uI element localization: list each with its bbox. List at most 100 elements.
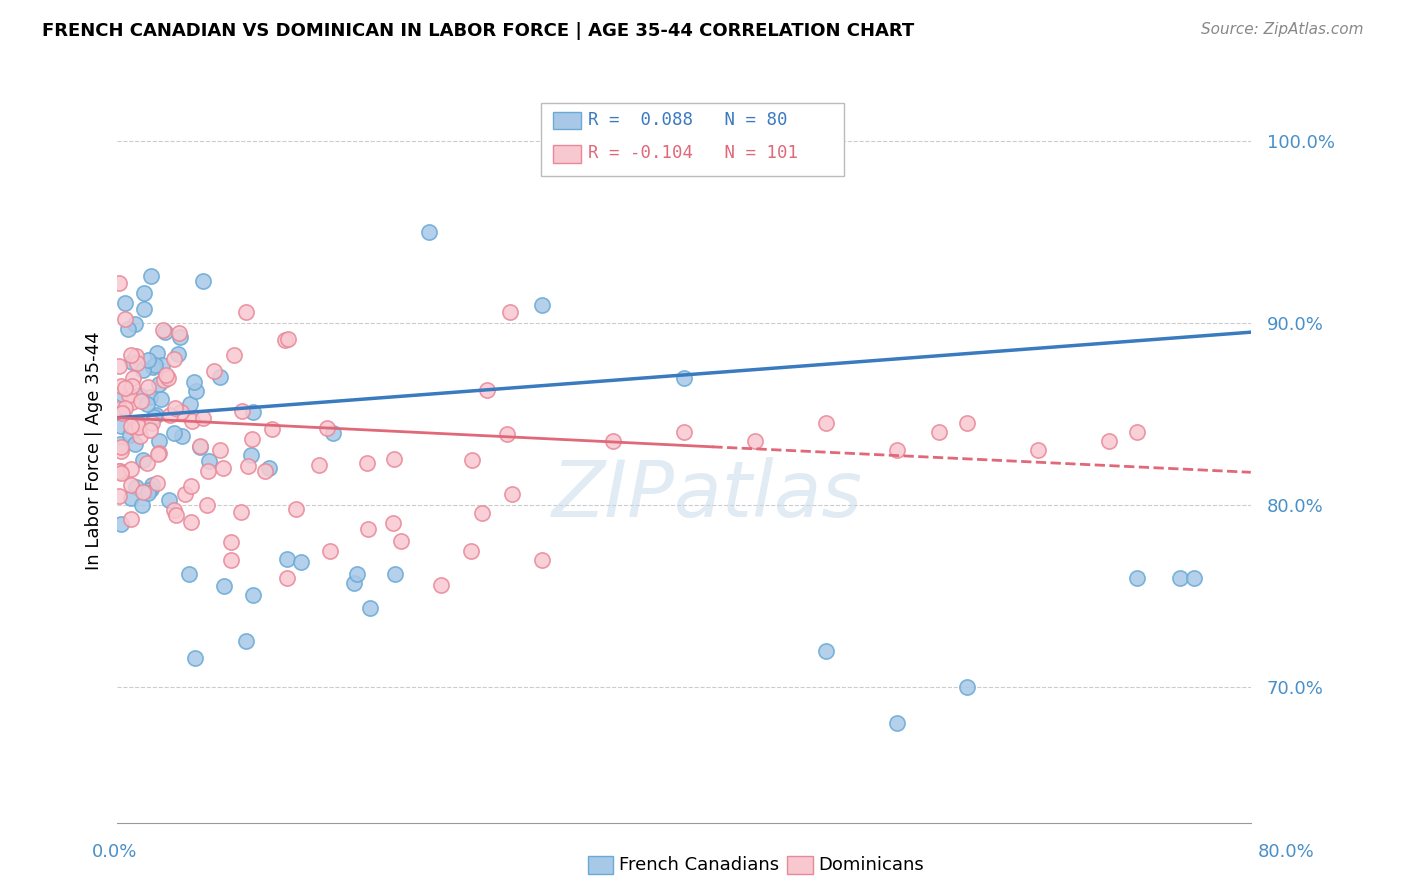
Point [343, 576, 366, 591]
Point [129, 428, 152, 442]
Point [122, 371, 145, 385]
Point [236, 458, 259, 473]
Point [125, 349, 148, 363]
Point [260, 421, 283, 435]
Point [114, 381, 136, 395]
Point [108, 464, 131, 478]
Point [183, 376, 205, 390]
Point [212, 579, 235, 593]
Point [138, 483, 160, 497]
Point [148, 377, 170, 392]
Text: R =  0.088   N = 80: R = 0.088 N = 80 [588, 111, 787, 128]
Point [132, 452, 155, 467]
Point [139, 390, 162, 404]
Point [120, 461, 142, 475]
Point [110, 378, 132, 392]
Point [121, 379, 143, 393]
Point [121, 395, 143, 409]
Point [120, 491, 142, 506]
Point [184, 651, 207, 665]
Point [141, 416, 163, 430]
Point [359, 601, 381, 615]
Point [602, 434, 624, 449]
Point [132, 485, 155, 500]
Point [163, 401, 186, 415]
Point [110, 444, 132, 458]
Point [174, 487, 197, 501]
Point [143, 409, 166, 424]
Point [110, 516, 132, 531]
Point [152, 323, 174, 337]
Point [219, 552, 242, 566]
Point [136, 397, 159, 411]
Point [148, 446, 170, 460]
Point [125, 480, 148, 494]
Point [273, 333, 295, 347]
Point [120, 348, 142, 362]
Point [277, 332, 299, 346]
Point [165, 508, 187, 523]
Point [163, 352, 186, 367]
Point [231, 404, 253, 418]
Point [356, 456, 378, 470]
Point [184, 384, 207, 398]
Point [124, 420, 146, 434]
Text: French Canadians: French Canadians [619, 856, 779, 874]
Text: Source: ZipAtlas.com: Source: ZipAtlas.com [1201, 22, 1364, 37]
Point [150, 358, 173, 372]
Point [111, 386, 134, 401]
Point [120, 478, 142, 492]
Point [167, 326, 190, 341]
Point [145, 358, 167, 372]
Point [167, 346, 190, 360]
Point [146, 447, 169, 461]
Point [108, 489, 131, 503]
Point [886, 443, 908, 458]
Point [141, 478, 163, 492]
Point [136, 380, 159, 394]
Point [276, 551, 298, 566]
Point [110, 466, 132, 480]
Point [224, 348, 246, 362]
Point [1168, 571, 1191, 585]
Point [191, 274, 214, 288]
Point [163, 502, 186, 516]
Point [460, 543, 482, 558]
Point [155, 368, 177, 383]
Point [886, 716, 908, 731]
Point [814, 416, 837, 430]
Point [257, 461, 280, 475]
Point [672, 370, 695, 384]
Point [157, 493, 180, 508]
Point [240, 448, 263, 462]
Point [114, 401, 136, 416]
Point [382, 451, 405, 466]
Point [188, 439, 211, 453]
Point [180, 515, 202, 529]
Point [127, 416, 149, 430]
Point [110, 440, 132, 454]
Point [121, 355, 143, 369]
Point [163, 425, 186, 440]
Point [145, 346, 167, 360]
Text: FRENCH CANADIAN VS DOMINICAN IN LABOR FORCE | AGE 35-44 CORRELATION CHART: FRENCH CANADIAN VS DOMINICAN IN LABOR FO… [42, 22, 914, 40]
Point [117, 322, 139, 336]
Point [496, 426, 519, 441]
Point [134, 286, 156, 301]
Point [129, 394, 152, 409]
Point [120, 418, 142, 433]
Point [107, 276, 129, 290]
Point [235, 633, 257, 648]
Point [124, 317, 146, 331]
Point [114, 311, 136, 326]
Point [128, 387, 150, 401]
Point [155, 325, 177, 339]
Point [242, 588, 264, 602]
Point [131, 498, 153, 512]
Point [276, 571, 298, 585]
Point [107, 359, 129, 373]
Point [1182, 571, 1205, 585]
Point [346, 567, 368, 582]
Point [169, 329, 191, 343]
Point [114, 295, 136, 310]
